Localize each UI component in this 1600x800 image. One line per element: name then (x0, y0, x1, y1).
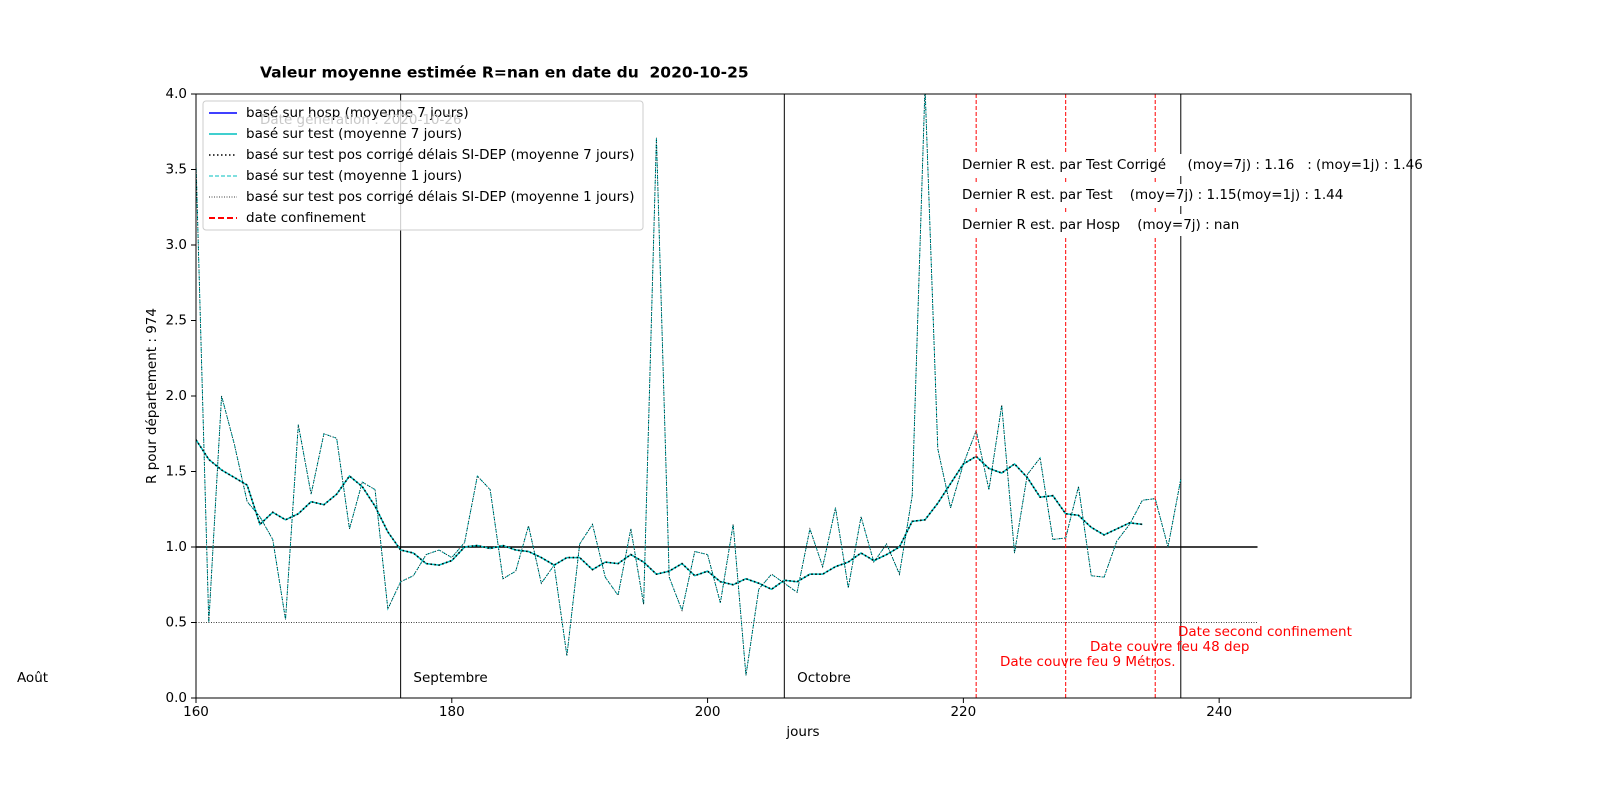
event-label: Date couvre feu 48 dep (1090, 639, 1249, 655)
y-tick-label: 0.5 (166, 615, 187, 631)
x-tick-label: 200 (695, 704, 721, 720)
legend-label: basé sur test pos corrigé délais SI-DEP … (246, 189, 634, 205)
y-tick-label: 1.5 (166, 464, 187, 480)
summary-box (955, 154, 1430, 176)
y-tick-label: 4.0 (166, 86, 187, 102)
axes-frame (195, 93, 1412, 699)
y-tick-label: 3.5 (166, 162, 187, 178)
y-tick-label: 2.5 (166, 313, 187, 329)
x-axis-label: jours (785, 724, 819, 740)
overlay: Date couvre feu 9 Métros.Date couvre feu… (202, 100, 1430, 670)
series-line (196, 439, 1143, 591)
month-label: Septembre (413, 670, 487, 686)
x-tick-label: 220 (950, 704, 976, 720)
summary-text: Dernier R est. par Hosp (moy=7j) : nan (962, 217, 1239, 233)
legend-label: basé sur test (moyenne 7 jours) (246, 126, 462, 142)
legend: basé sur hosp (moyenne 7 jours) basé sur … (202, 100, 644, 231)
summary-box (955, 214, 1247, 236)
legend-label: date confinement (246, 210, 366, 226)
summary-text: Dernier R est. par Test (moy=7j) : 1.15(… (962, 187, 1343, 203)
y-tick-label: 0.0 (166, 690, 187, 706)
chart-title: Valeur moyenne estimée R=nan en date du … (260, 64, 749, 82)
y-tick-label: 3.0 (166, 237, 187, 253)
x-tick-label: 240 (1206, 704, 1232, 720)
legend-label: basé sur test pos corrigé délais SI-DEP … (246, 147, 634, 163)
event-label: Date couvre feu 9 Métros. (1000, 654, 1176, 670)
summary-text: Dernier R est. par Test Corrigé (moy=7j)… (962, 157, 1423, 173)
legend-label: basé sur hosp (moyenne 7 jours) (246, 105, 469, 121)
series-line (196, 94, 1182, 676)
summary-box (955, 184, 1351, 206)
legend-label: basé sur test (moyenne 1 jours) (246, 168, 462, 184)
month-label: Août (17, 670, 48, 686)
legend-box (202, 100, 644, 231)
subtitle: Date génération : 2020-10-26 (260, 112, 462, 128)
y-tick-label: 1.0 (166, 539, 187, 555)
month-label: Octobre (797, 670, 851, 686)
y-axis-label: R pour département : 974 (144, 308, 160, 484)
x-tick-label: 180 (439, 704, 465, 720)
y-tick-label: 2.0 (166, 388, 187, 404)
x-tick-label: 160 (183, 704, 209, 720)
event-label: Date second confinement (1178, 624, 1352, 640)
